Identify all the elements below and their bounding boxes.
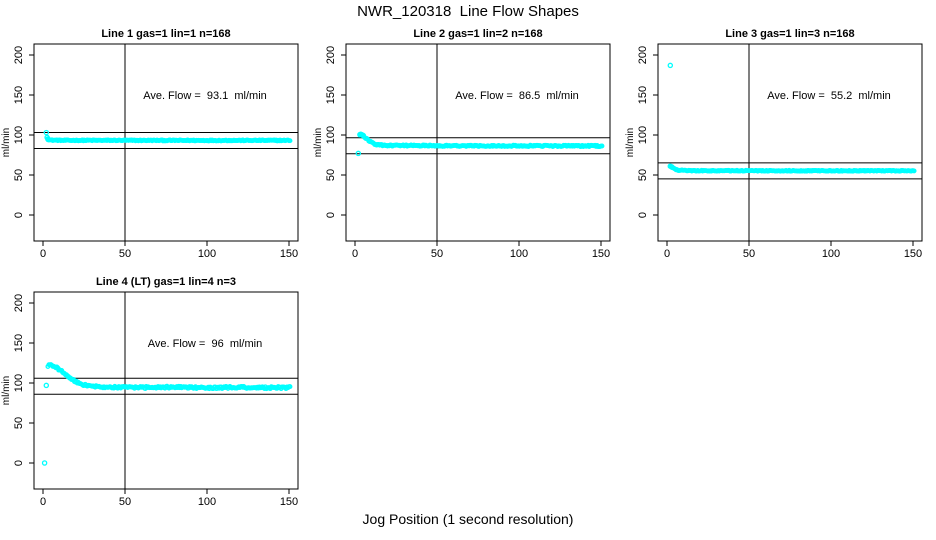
average-flow-annotation: Ave. Flow = 86.5 ml/min (455, 90, 579, 102)
x-axis-label: Jog Position (1 second resolution) (362, 511, 574, 527)
x-tick-label: 0 (40, 496, 46, 508)
y-tick-label: 200 (637, 46, 649, 64)
x-tick-label: 150 (280, 496, 298, 508)
subplot-line-1: Line 1 gas=1 lin=1 n=168 0 50 100 150 0 50 100 1… (0, 20, 312, 268)
y-tick-label: 50 (13, 169, 25, 181)
subplot-canvas: Line 4 (LT) gas=1 lin=4 n=3 0 50 100 150 0 50 1… (1, 276, 299, 508)
x-tick-label: 50 (431, 248, 443, 260)
data-points-layer (41, 362, 293, 466)
outlier-point (45, 136, 51, 142)
x-tick-label: 50 (743, 248, 755, 260)
y-tick-label: 0 (325, 212, 337, 218)
plot-box (33, 43, 299, 242)
outlier-point (355, 150, 362, 157)
outlier-point (667, 62, 674, 69)
data-points-layer (355, 131, 605, 157)
x-tick-label: 100 (510, 248, 528, 260)
x-tick-label: 50 (119, 248, 131, 260)
x-tick-label: 100 (198, 496, 216, 508)
outlier-point (43, 129, 50, 136)
y-axis-label: ml/min (1, 128, 12, 157)
data-point (599, 143, 605, 149)
subplot-canvas: Line 2 gas=1 lin=2 n=168 0 50 100 150 0 50 100 1… (313, 28, 611, 260)
outlier-point (669, 164, 675, 170)
y-tick-label: 200 (325, 46, 337, 64)
subplot-line-2: Line 2 gas=1 lin=2 n=168 0 50 100 150 0 50 100 1… (312, 20, 624, 268)
x-tick-label: 50 (119, 496, 131, 508)
x-tick-label: 150 (904, 248, 922, 260)
x-tick-label: 0 (352, 248, 358, 260)
y-tick-label: 100 (13, 126, 25, 144)
y-tick-label: 50 (13, 417, 25, 429)
subplot-canvas: Line 1 gas=1 lin=1 n=168 0 50 100 150 0 50 100 1… (1, 28, 299, 260)
x-tick-label: 0 (664, 248, 670, 260)
subplot-canvas: Line 3 gas=1 lin=3 n=168 0 50 100 150 0 50 100 1… (625, 28, 923, 260)
y-tick-label: 150 (325, 86, 337, 104)
y-axis-label: ml/min (313, 128, 324, 157)
subplot-title: Line 1 gas=1 lin=1 n=168 (101, 28, 230, 40)
y-tick-label: 0 (13, 212, 25, 218)
outlier-point (360, 132, 366, 139)
data-point (287, 384, 293, 390)
page-title: NWR_120318 Line Flow Shapes (357, 3, 579, 20)
subplot-title: Line 2 gas=1 lin=2 n=168 (413, 28, 542, 40)
y-tick-label: 200 (13, 294, 25, 312)
y-tick-label: 200 (13, 46, 25, 64)
x-tick-label: 100 (198, 248, 216, 260)
y-axis-label: ml/min (1, 376, 12, 405)
y-tick-label: 50 (637, 169, 649, 181)
x-tick-label: 0 (40, 248, 46, 260)
y-tick-label: 100 (13, 374, 25, 392)
average-flow-annotation: Ave. Flow = 55.2 ml/min (767, 90, 891, 102)
y-tick-label: 100 (637, 126, 649, 144)
y-tick-label: 50 (325, 169, 337, 181)
y-tick-label: 100 (325, 126, 337, 144)
subplot-title: Line 3 gas=1 lin=3 n=168 (725, 28, 854, 40)
data-point (911, 168, 917, 174)
data-points-layer (43, 129, 293, 144)
y-axis-label: ml/min (625, 128, 636, 157)
x-tick-label: 150 (280, 248, 298, 260)
subplot-line-4: Line 4 (LT) gas=1 lin=4 n=3 0 50 100 150 0 50 1… (0, 268, 312, 516)
y-tick-label: 150 (637, 86, 649, 104)
outlier-point (41, 460, 48, 466)
plot-box (657, 43, 923, 242)
plot-box (345, 43, 611, 242)
subplot-title: Line 4 (LT) gas=1 lin=4 n=3 (96, 276, 236, 288)
y-tick-label: 0 (13, 460, 25, 466)
y-tick-label: 0 (637, 212, 649, 218)
x-tick-label: 150 (592, 248, 610, 260)
subplot-line-3: Line 3 gas=1 lin=3 n=168 0 50 100 150 0 50 100 1… (624, 20, 936, 268)
average-flow-annotation: Ave. Flow = 96 ml/min (148, 338, 262, 350)
data-points-layer (667, 62, 917, 174)
outlier-point (43, 382, 50, 389)
plot-box (33, 291, 299, 490)
average-flow-annotation: Ave. Flow = 93.1 ml/min (143, 90, 267, 102)
x-tick-label: 100 (822, 248, 840, 260)
data-point (287, 138, 293, 144)
y-tick-label: 150 (13, 86, 25, 104)
y-tick-label: 150 (13, 334, 25, 352)
